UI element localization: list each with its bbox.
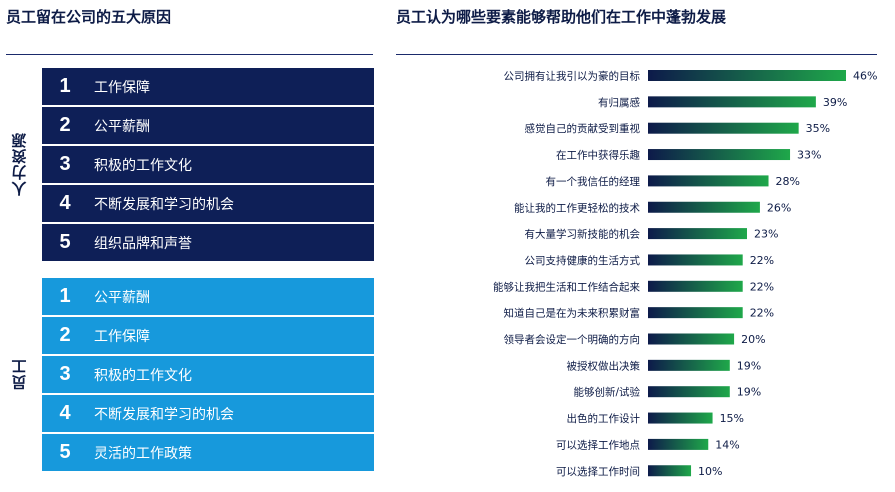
category-label: 知道自己是在为未来积累财富: [504, 307, 641, 320]
hr-reason-row: 1 工作保障: [42, 68, 374, 105]
bar: [648, 175, 769, 187]
reason-text: 组织品牌和声誉: [94, 235, 192, 252]
category-label: 能让我的工作更轻松的技术: [514, 201, 640, 214]
value-label: 22%: [750, 307, 774, 320]
reason-text: 积极的工作文化: [94, 157, 192, 174]
hr-reason-row: 5 组织品牌和声誉: [42, 224, 374, 261]
category-label: 领导者会设定一个明确的方向: [504, 333, 641, 346]
bar: [648, 96, 816, 108]
rank-number: 3: [59, 363, 71, 385]
rank-number: 4: [59, 402, 71, 424]
value-label: 14%: [715, 438, 739, 451]
value-label: 26%: [767, 201, 791, 214]
reason-text: 工作保障: [94, 328, 150, 345]
bar: [648, 280, 743, 292]
employee-group-label: 员工: [10, 358, 29, 391]
value-label: 23%: [754, 228, 778, 241]
rank-number: 5: [59, 441, 71, 463]
reason-text: 不断发展和学习的机会: [94, 196, 234, 213]
left-title: 员工留在公司的五大原因: [6, 8, 172, 26]
bar: [648, 228, 747, 240]
hr-reasons-list: 1 工作保障 2 公平薪酬 3 积极的工作文化 4 不断发展和学习的机会 5 组织品牌和声…: [42, 68, 374, 263]
category-label: 感觉自己的贡献受到重视: [525, 122, 641, 135]
bar: [648, 201, 760, 213]
category-label: 有归属感: [598, 96, 640, 109]
category-label: 有一个我信任的经理: [546, 175, 641, 188]
category-label: 公司拥有让我引以为豪的目标: [504, 70, 641, 83]
value-label: 35%: [806, 122, 830, 135]
bar: [648, 70, 846, 81]
value-label: 19%: [737, 386, 761, 399]
category-label: 可以选择工作地点: [556, 438, 640, 451]
bar: [648, 254, 743, 266]
value-label: 20%: [741, 333, 765, 346]
employee-reasons-list: 1 公平薪酬 2 工作保障 3 积极的工作文化 4 不断发展和学习的机会 5 灵活的工作政…: [42, 278, 374, 473]
hr-reason-row: 2 公平薪酬: [42, 107, 374, 144]
reason-text: 灵活的工作政策: [94, 445, 192, 462]
category-label: 被授权做出决策: [567, 359, 641, 372]
hr-group-label: 人力资源: [10, 132, 29, 197]
value-label: 15%: [720, 412, 744, 425]
rank-number: 2: [59, 324, 71, 346]
hr-reason-row: 3 积极的工作文化: [42, 146, 374, 183]
rank-number: 3: [59, 153, 71, 175]
bar: [648, 438, 709, 450]
reason-text: 公平薪酬: [94, 289, 150, 306]
employee-reason-row: 1 公平薪酬: [42, 278, 374, 315]
bar: [648, 359, 730, 371]
reason-text: 工作保障: [94, 79, 150, 96]
thrive-factors-bar-chart: 公司拥有让我引以为豪的目标 46% 有归属感 39% 感觉自己的贡献受到重视 35% 在工作…: [493, 70, 877, 478]
reason-text: 公平薪酬: [94, 118, 150, 135]
category-label: 能够创新/试验: [573, 386, 640, 399]
bar: [648, 307, 743, 319]
category-label: 能够让我把生活和工作结合起来: [493, 280, 640, 293]
rank-number: 2: [59, 114, 71, 136]
category-label: 可以选择工作时间: [556, 465, 640, 478]
value-label: 22%: [750, 254, 774, 267]
value-label: 46%: [853, 70, 877, 83]
bar: [648, 333, 735, 345]
rank-number: 1: [59, 285, 71, 307]
left-divider: [6, 54, 373, 55]
category-label: 有大量学习新技能的机会: [525, 228, 641, 241]
category-label: 出色的工作设计: [567, 412, 641, 425]
bar: [648, 412, 713, 424]
employee-reason-row: 3 积极的工作文化: [42, 356, 374, 393]
bar: [648, 122, 799, 134]
category-label: 公司支持健康的生活方式: [525, 254, 641, 267]
rank-number: 4: [59, 192, 71, 214]
value-label: 10%: [698, 465, 722, 478]
bar: [648, 149, 791, 161]
value-label: 33%: [797, 149, 821, 162]
employee-reason-row: 5 灵活的工作政策: [42, 434, 374, 471]
value-label: 39%: [823, 96, 847, 109]
value-label: 22%: [750, 280, 774, 293]
value-label: 19%: [737, 359, 761, 372]
employee-reason-row: 2 工作保障: [42, 317, 374, 354]
rank-number: 5: [59, 231, 71, 253]
chart-title: 员工认为哪些要素能够帮助他们在工作中蓬勃发展: [396, 8, 727, 26]
reason-text: 积极的工作文化: [94, 367, 192, 384]
hr-reason-row: 4 不断发展和学习的机会: [42, 185, 374, 222]
employee-reason-row: 4 不断发展和学习的机会: [42, 395, 374, 432]
value-label: 28%: [776, 175, 800, 188]
category-label: 在工作中获得乐趣: [556, 149, 640, 162]
bar: [648, 386, 730, 398]
bar: [648, 465, 692, 477]
right-divider: [396, 54, 877, 55]
rank-number: 1: [59, 75, 71, 97]
reason-text: 不断发展和学习的机会: [94, 406, 234, 423]
